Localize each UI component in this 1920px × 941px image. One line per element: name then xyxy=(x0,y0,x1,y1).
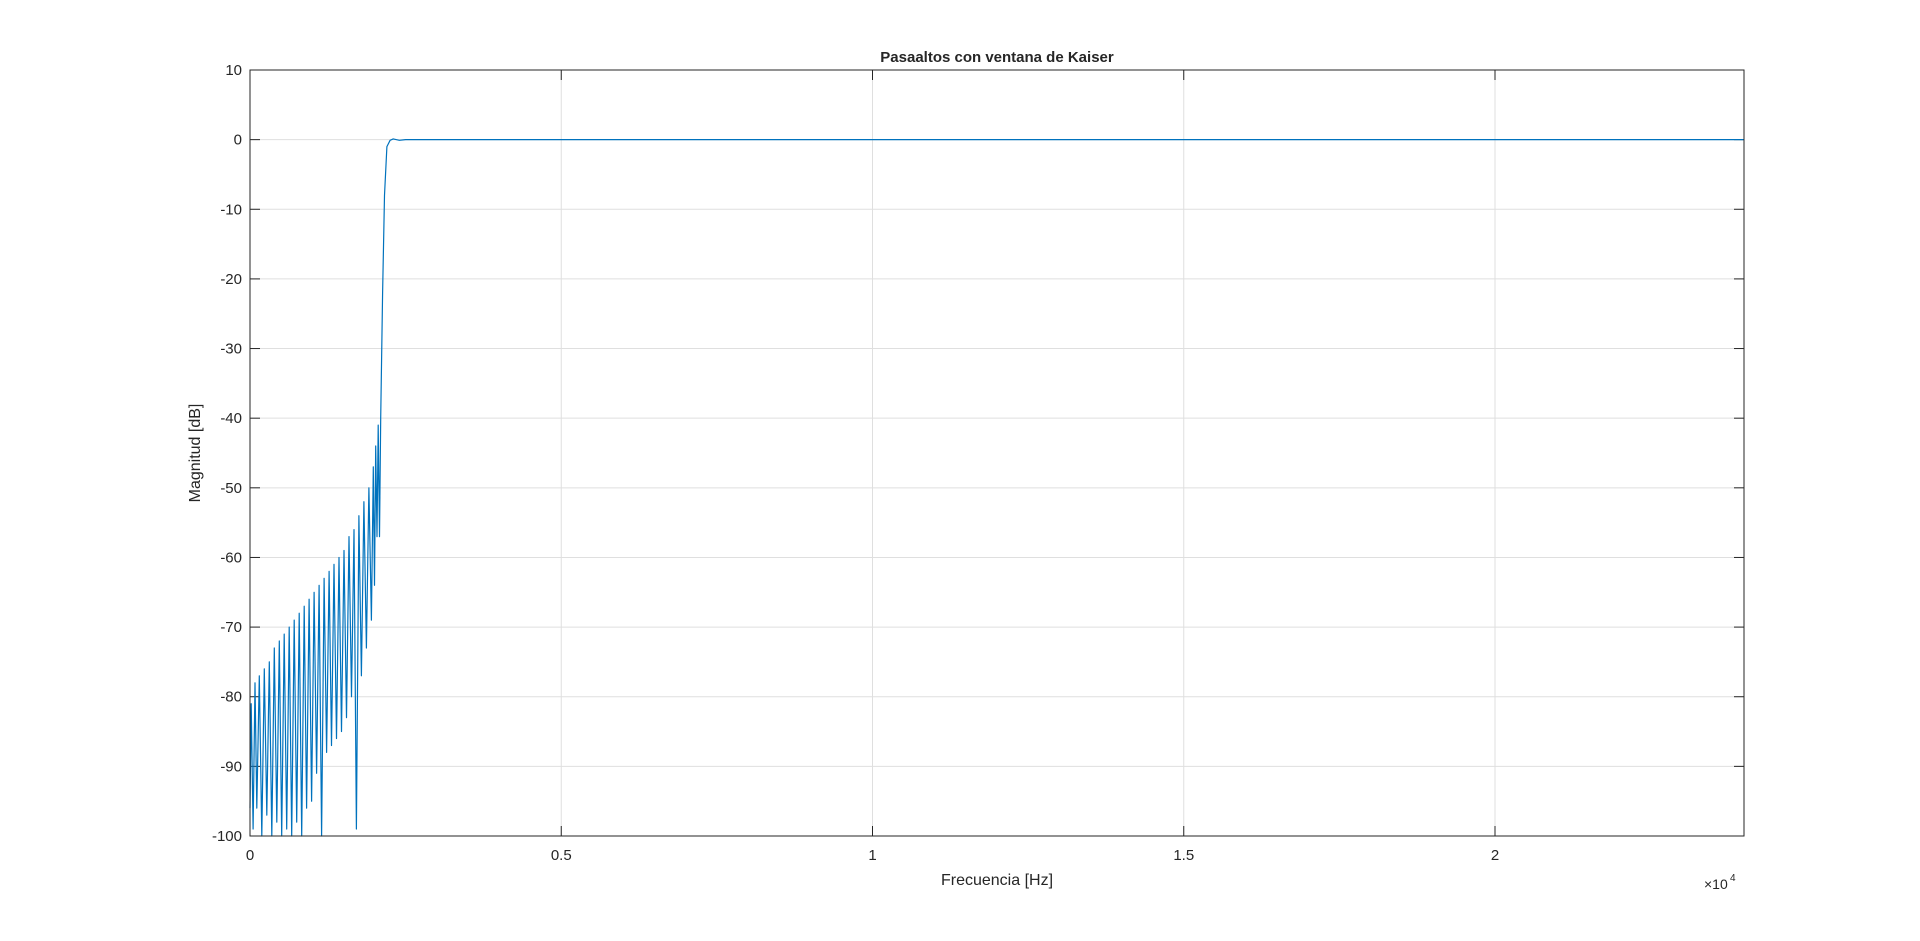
y-tick-label: -80 xyxy=(220,689,242,706)
y-tick-label: 0 xyxy=(234,132,242,149)
tick-labels: 0 0.5 1 1.5 2-100-90-80-70-60-50-40-30-20-10… xyxy=(212,62,1499,864)
y-tick-label: -20 xyxy=(220,271,242,288)
x-axis-label: Frecuencia [Hz] xyxy=(941,872,1053,889)
y-tick-label: -40 xyxy=(220,410,242,427)
y-tick-label: -90 xyxy=(220,758,242,775)
x-tick-label: 1 xyxy=(868,847,876,864)
x-tick-label: 0.5 xyxy=(551,847,572,864)
y-tick-label: -70 xyxy=(220,619,242,636)
axes-box xyxy=(249,69,1745,837)
y-axis-label: Magnitud [dB] xyxy=(187,404,204,503)
series-line-0 xyxy=(249,138,1744,837)
y-tick-label: -100 xyxy=(212,828,242,845)
y-tick-label: -60 xyxy=(220,549,242,566)
x-tick-label: 1.5 xyxy=(1173,847,1194,864)
x-exponent-power: 4 xyxy=(1730,873,1736,884)
y-tick-label: 10 xyxy=(225,62,242,79)
data-series xyxy=(249,138,1744,837)
x-tick-label: 0 xyxy=(246,847,254,864)
y-tick-label: -10 xyxy=(220,201,242,218)
chart-title: Pasaaltos con ventana de Kaiser xyxy=(880,49,1114,66)
y-tick-label: -30 xyxy=(220,341,242,358)
x-exponent-base: ×10 xyxy=(1704,876,1728,892)
x-tick-label: 2 xyxy=(1491,847,1499,864)
y-tick-label: -50 xyxy=(220,480,242,497)
plot-area xyxy=(250,70,1744,836)
